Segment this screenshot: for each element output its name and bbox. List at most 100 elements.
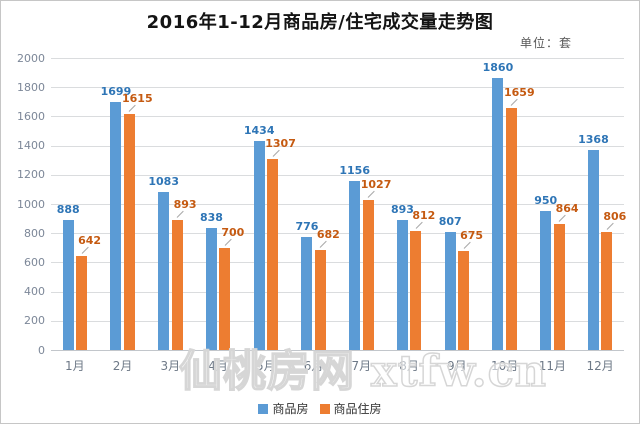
bar-label-商品住房: 864 — [555, 201, 579, 215]
bar-商品住房 — [314, 250, 326, 350]
y-axis-label: 1600 — [17, 109, 45, 123]
leader-line — [558, 214, 566, 222]
x-axis-label: 4月 — [208, 359, 228, 373]
bar-商品住房 — [458, 251, 470, 350]
gridline — [51, 145, 624, 147]
bar-label-商品住房: 682 — [316, 228, 340, 242]
y-axis-label: 2000 — [17, 51, 45, 65]
leader-line — [415, 222, 423, 230]
bar-商品房 — [253, 140, 265, 350]
y-axis-label: 400 — [24, 285, 45, 299]
bar-商品住房 — [219, 247, 231, 350]
bar-label-商品住房: 642 — [78, 234, 102, 248]
gridline — [51, 58, 624, 59]
chart-title: 2016年1-12月商品房/住宅成交量走势图 — [146, 12, 494, 33]
bar-商品住房 — [505, 107, 517, 350]
bar-商品房 — [349, 181, 361, 350]
bar-label-商品住房: 675 — [460, 229, 484, 243]
x-axis-label: 11月 — [538, 359, 567, 373]
bar-label-商品房: 776 — [295, 219, 319, 233]
bar-label-商品住房: 806 — [603, 210, 627, 224]
legend-label: 商品房 — [272, 402, 309, 416]
bar-label-商品房: 1434 — [243, 123, 275, 137]
x-axis-label: 8月 — [399, 359, 419, 373]
bar-商品房 — [205, 227, 217, 350]
bar-商品房 — [396, 219, 408, 350]
y-axis-label: 1400 — [17, 139, 45, 153]
bar-label-商品房: 1368 — [578, 133, 609, 147]
y-axis-label: 0 — [38, 343, 45, 357]
bar-label-商品房: 950 — [534, 194, 558, 208]
gridline — [51, 320, 624, 322]
bar-label-商品房: 838 — [199, 210, 223, 224]
legend-swatch — [258, 403, 269, 414]
y-axis-label: 200 — [24, 314, 45, 328]
bar-label-商品住房: 812 — [412, 209, 436, 223]
leader-line — [272, 149, 280, 158]
leader-line — [319, 241, 328, 249]
bar-商品住房 — [553, 223, 565, 350]
gridline — [51, 233, 624, 235]
gridline — [51, 174, 624, 176]
bar-商品房 — [110, 101, 122, 350]
leader-line — [81, 247, 89, 255]
bar-group-10月: 1860 1659 — [481, 58, 535, 350]
x-axis-label: 3月 — [160, 359, 181, 373]
bar-商品住房 — [76, 256, 88, 350]
bar-group-9月: 807 675 — [433, 58, 484, 350]
bar-group-3月: 1083 893 — [147, 58, 197, 350]
x-axis-label: 12月 — [586, 359, 614, 373]
y-axis-label: 1000 — [17, 197, 45, 211]
legend-swatch — [319, 403, 330, 414]
bar-group-7月: 1156 1027 — [338, 58, 391, 350]
bar-label-商品住房: 1659 — [504, 85, 535, 99]
x-axis-label: 9月 — [447, 359, 467, 373]
bar-商品住房 — [123, 114, 135, 350]
bar-label-商品住房: 1027 — [360, 178, 392, 192]
bar-label-商品房: 1699 — [100, 84, 132, 98]
bar-商品房 — [62, 220, 74, 350]
bar-商品房 — [444, 232, 456, 350]
bar-group-11月: 950 864 — [529, 58, 579, 350]
bar-label-商品房: 1156 — [339, 164, 370, 178]
bar-商品房 — [587, 150, 599, 350]
bar-group-4月: 838 700 — [194, 58, 244, 350]
bar-group-6月: 776 682 — [290, 58, 340, 350]
bar-label-商品住房: 1307 — [265, 137, 296, 151]
unit-label: 单位：套 — [520, 36, 573, 50]
x-axis-label: 6月 — [303, 359, 324, 373]
bar-商品房 — [540, 211, 552, 350]
x-axis-label: 2月 — [112, 359, 133, 373]
bar-label-商品房: 893 — [390, 202, 414, 216]
x-axis-label: 1月 — [65, 359, 85, 373]
leader-line — [463, 242, 471, 250]
bar-label-商品住房: 893 — [173, 197, 197, 211]
bar-商品住房 — [601, 232, 613, 350]
leader-line — [128, 105, 137, 113]
bar-group-5月: 1434 1307 — [242, 58, 296, 350]
watermark: 仙桃房网 xtfw.cn — [178, 346, 548, 398]
legend-label: 商品住房 — [333, 402, 382, 416]
x-axis-label: 10月 — [490, 359, 519, 373]
bar-group-8月: 893 812 — [385, 58, 436, 350]
x-axis-label: 7月 — [351, 359, 372, 373]
bar-label-商品房: 807 — [438, 215, 462, 229]
leader-line — [176, 210, 184, 218]
bar-label-商品房: 1860 — [482, 61, 514, 75]
gridline — [51, 262, 624, 264]
y-axis-label: 600 — [24, 255, 45, 269]
bar-group-2月: 1699 1615 — [99, 58, 153, 350]
y-axis-label: 1800 — [17, 80, 45, 94]
gridline — [51, 87, 624, 89]
leader-line — [224, 238, 232, 246]
bar-group-1月: 888 642 — [51, 58, 102, 350]
bar-label-商品住房: 1615 — [122, 92, 153, 106]
bar-商品房 — [301, 236, 313, 350]
x-axis-label: 5月 — [256, 359, 276, 373]
leader-line — [510, 98, 519, 106]
bar-商品房 — [158, 191, 170, 350]
bar-label-商品房: 1083 — [148, 174, 179, 188]
leader-line — [606, 223, 614, 231]
bar-商品住房 — [267, 159, 279, 350]
y-axis-label: 800 — [24, 226, 45, 240]
